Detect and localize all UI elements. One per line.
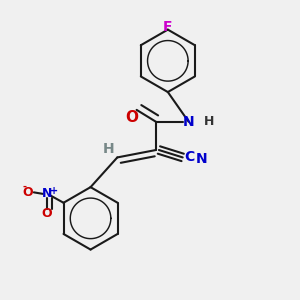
Text: C: C [184, 150, 194, 164]
Text: N: N [42, 187, 52, 200]
Text: H: H [203, 115, 214, 128]
Text: N: N [183, 115, 194, 129]
Text: O: O [126, 110, 139, 125]
Text: O: O [22, 186, 33, 199]
Text: O: O [42, 207, 52, 220]
Text: -: - [22, 182, 26, 192]
Text: +: + [50, 186, 58, 196]
Text: H: H [103, 142, 114, 155]
Text: N: N [196, 152, 208, 166]
Text: F: F [163, 20, 172, 34]
